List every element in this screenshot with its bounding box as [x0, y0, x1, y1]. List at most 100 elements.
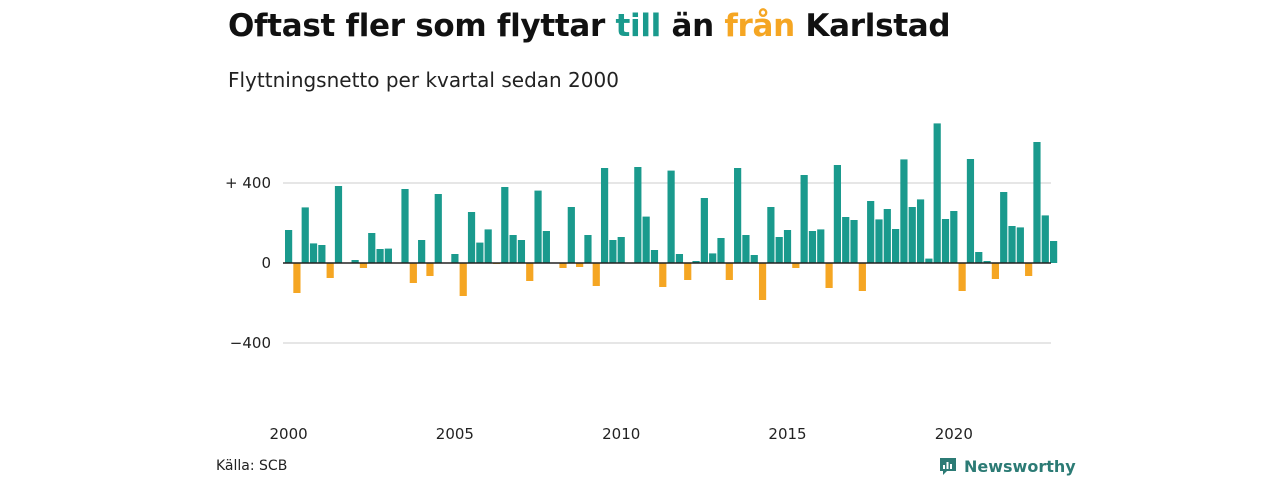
source-note: Källa: SCB	[216, 458, 288, 474]
bar-negative	[559, 263, 567, 268]
x-tick-label: 2020	[935, 425, 973, 443]
bar-positive	[983, 261, 991, 263]
bar-positive	[717, 238, 725, 263]
bar-positive	[709, 253, 717, 263]
y-tick-label: + 400	[225, 174, 271, 192]
chart-title: Oftast fler som flyttar till än från Kar…	[228, 8, 951, 44]
axes: + 400 0 −400 2000 2005 2010 2015 2020	[225, 174, 1051, 443]
x-tick-label: 2010	[602, 425, 640, 443]
bar-positive	[542, 231, 550, 263]
bar-positive	[634, 167, 642, 263]
x-tick-label: 2005	[436, 425, 474, 443]
bar-positive	[451, 254, 459, 263]
gridlines	[283, 182, 1051, 344]
bar-chart: + 400 0 −400 2000 2005 2010 2015 2020	[225, 123, 1058, 443]
title-part: än	[660, 8, 725, 44]
bar-positive	[817, 229, 825, 263]
bar-positive	[742, 235, 750, 263]
bar-positive	[975, 252, 983, 263]
y-tick-label: 0	[261, 254, 271, 272]
bar-negative	[459, 263, 467, 296]
bar-positive	[1041, 215, 1049, 263]
bar-positive	[376, 249, 384, 263]
title-part: från	[724, 8, 795, 44]
bar-negative	[725, 263, 733, 280]
bar-positive	[467, 212, 476, 263]
bar-positive	[517, 240, 526, 263]
title-part: Oftast fler som flyttar	[228, 8, 616, 44]
brand-logo[interactable]: Newsworthy	[938, 456, 1076, 476]
bar-positive	[484, 229, 492, 263]
bar-positive	[351, 260, 359, 263]
bar-positive	[368, 233, 376, 263]
bar-positive	[285, 230, 293, 263]
bar-positive	[675, 254, 684, 263]
bar-positive	[867, 201, 875, 263]
bar-positive	[476, 242, 484, 263]
bars	[285, 123, 1058, 300]
bar-negative	[359, 263, 368, 268]
bar-positive	[584, 235, 592, 263]
brand-name: Newsworthy	[964, 456, 1076, 476]
chart-subtitle: Flyttningsnetto per kvartal sedan 2000	[228, 68, 619, 92]
bar-positive	[941, 219, 950, 263]
bar-positive	[783, 230, 792, 263]
bar-positive	[850, 220, 858, 263]
bar-positive	[750, 255, 758, 263]
bar-positive	[509, 235, 517, 263]
bar-negative	[991, 263, 999, 279]
bar-positive	[734, 168, 742, 263]
bar-negative	[326, 263, 334, 278]
bar-positive	[692, 261, 700, 263]
bar-positive	[875, 219, 883, 263]
bar-positive	[808, 231, 817, 263]
bar-positive	[642, 216, 650, 263]
bar-positive	[609, 240, 617, 263]
bar-positive	[650, 250, 659, 263]
bar-positive	[401, 189, 409, 263]
bar-positive	[700, 198, 708, 263]
bar-positive	[892, 229, 900, 263]
bar-positive	[384, 248, 392, 263]
bar-positive	[800, 175, 808, 263]
bar-positive	[925, 258, 933, 263]
bar-negative	[792, 263, 800, 268]
bar-positive	[933, 123, 941, 264]
bar-negative	[1025, 263, 1033, 276]
bar-positive	[900, 159, 908, 263]
bar-negative	[758, 263, 767, 300]
bar-positive	[908, 207, 916, 263]
bar-positive	[950, 211, 958, 263]
bar-negative	[825, 263, 833, 288]
bar-positive	[334, 186, 343, 263]
x-tick-label: 2000	[270, 425, 308, 443]
bar-positive	[309, 243, 318, 263]
bar-positive	[1000, 192, 1008, 263]
bar-positive	[842, 217, 850, 263]
title-part: Karlstad	[794, 8, 951, 44]
title-part: till	[615, 8, 661, 44]
bar-positive	[833, 165, 841, 263]
bar-positive	[617, 237, 625, 263]
bar-negative	[409, 263, 417, 283]
bar-positive	[1016, 227, 1024, 263]
bar-positive	[1008, 226, 1016, 263]
bar-negative	[526, 263, 534, 281]
bar-negative	[293, 263, 301, 293]
bar-negative	[659, 263, 667, 287]
bar-positive	[567, 207, 575, 263]
bar-positive	[534, 190, 542, 263]
bar-positive	[418, 240, 426, 263]
bar-positive	[916, 199, 925, 263]
bar-positive	[883, 209, 891, 263]
x-tick-label: 2015	[768, 425, 806, 443]
bar-positive	[1050, 241, 1058, 263]
bar-positive	[966, 159, 975, 263]
bar-positive	[775, 237, 783, 263]
bar-positive	[600, 168, 609, 263]
bar-positive	[1033, 142, 1041, 263]
y-tick-label: −400	[230, 334, 271, 352]
bar-positive	[318, 245, 326, 263]
bar-negative	[858, 263, 866, 291]
bar-negative	[958, 263, 966, 291]
